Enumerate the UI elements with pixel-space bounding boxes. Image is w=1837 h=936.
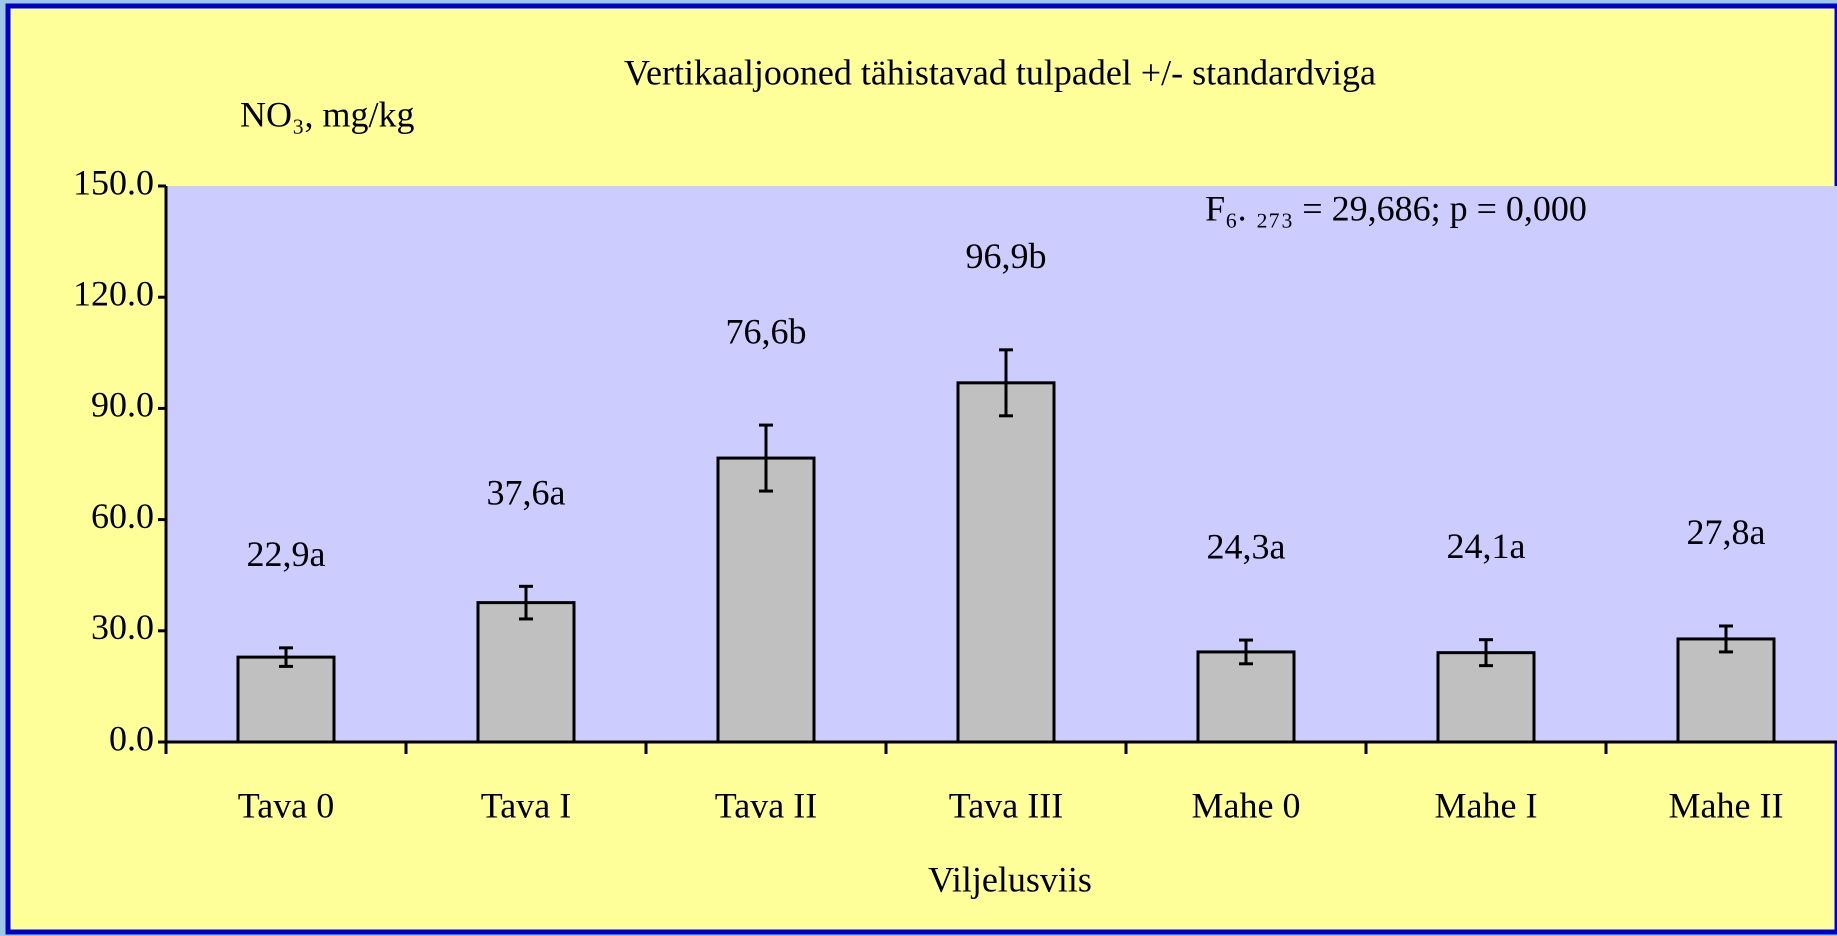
x-axis-label: Viljelusviis [928,859,1092,899]
x-tick-label: Mahe I [1435,785,1538,825]
value-label: 37,6a [487,473,566,513]
value-label: 22,9a [247,534,326,574]
chart: Vertikaaljooned tähistavad tulpadel +/- … [0,0,1837,936]
x-tick-label: Tava 0 [238,785,334,825]
y-tick-label: 150.0 [73,162,154,202]
bar [478,603,574,742]
x-tick-label: Tava I [481,785,571,825]
x-tick-label: Tava III [949,785,1063,825]
annotation: F₆. ₂₇₃ = 29,686; p = 0,000 [1205,188,1587,228]
y-tick-label: 60.0 [91,496,154,536]
value-label: 96,9b [966,236,1047,276]
bar [718,458,814,742]
x-tick-label: Mahe 0 [1192,785,1301,825]
x-tick-label: Mahe II [1669,785,1784,825]
bar [1198,652,1294,742]
y-axis-label: NO₃, mg/kg [240,94,415,134]
value-label: 76,6b [726,311,807,351]
chart-subtitle: Vertikaaljooned tähistavad tulpadel +/- … [624,52,1376,92]
bar [1678,639,1774,742]
y-tick-label: 0.0 [109,718,154,758]
value-label: 27,8a [1687,512,1766,552]
bar [238,657,334,742]
y-tick-label: 90.0 [91,385,154,425]
y-tick-label: 30.0 [91,607,154,647]
x-tick-label: Tava II [715,785,817,825]
value-label: 24,1a [1447,526,1526,566]
bar [958,383,1054,742]
page: Vertikaaljooned tähistavad tulpadel +/- … [0,0,1837,936]
value-label: 24,3a [1207,526,1286,566]
y-tick-label: 120.0 [73,273,154,313]
